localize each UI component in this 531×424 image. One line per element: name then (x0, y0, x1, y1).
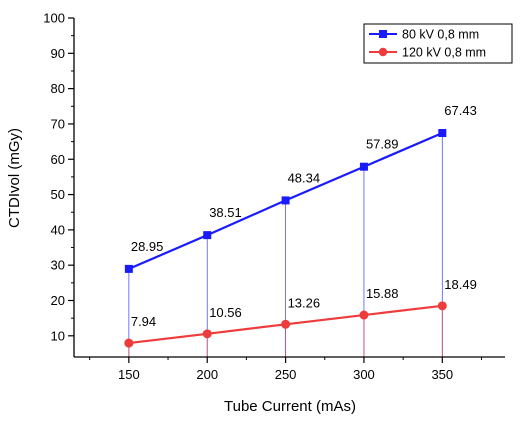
y-tick-label: 20 (51, 293, 65, 308)
data-label: 18.49 (444, 277, 477, 292)
y-tick-label: 90 (51, 46, 65, 61)
data-point-marker (437, 301, 447, 311)
y-tick-label: 40 (51, 222, 65, 237)
data-labels: 28.95 38.51 48.34 57.89 67.43 7.94 10.56 13.26 1… (131, 103, 477, 329)
data-point-marker (281, 319, 291, 329)
data-label: 38.51 (209, 205, 242, 220)
data-point-marker (203, 231, 212, 240)
legend-box (363, 23, 513, 64)
y-tick-label: 30 (51, 258, 65, 273)
series-layer (124, 129, 447, 348)
y-tick-label: 80 (51, 81, 65, 96)
x-tick-label: 150 (118, 367, 140, 382)
data-point-marker (124, 338, 134, 348)
x-tick-label: 250 (275, 367, 297, 382)
y-tick-label: 70 (51, 116, 65, 131)
data-point-marker (202, 329, 212, 339)
data-point-marker (438, 129, 447, 138)
legend: 80 kV 0,8 mm 120 kV 0,8 mm (363, 23, 513, 64)
x-axis-title: Tube Current (mAs) (224, 398, 356, 415)
y-tick-label: 60 (51, 152, 65, 167)
y-axis-title: CTDIvol (mGy) (6, 128, 23, 228)
data-label: 28.95 (131, 239, 164, 254)
data-label: 13.26 (288, 295, 321, 310)
legend-label: 120 kV 0,8 mm (402, 46, 486, 60)
data-label: 15.88 (366, 286, 399, 301)
data-label: 67.43 (444, 103, 477, 118)
data-point-marker (124, 264, 133, 273)
data-label: 48.34 (288, 170, 321, 185)
x-tick-label: 300 (353, 367, 375, 382)
y-tick-label: 10 (51, 328, 65, 343)
legend-swatch-marker (379, 30, 387, 38)
data-point-marker (359, 310, 369, 320)
x-tick-label: 200 (196, 367, 218, 382)
y-tick-label: 100 (43, 11, 65, 26)
legend-label: 80 kV 0,8 mm (402, 28, 479, 42)
data-label: 10.56 (209, 305, 242, 320)
y-tick-label: 50 (51, 187, 65, 202)
legend-swatch-marker (378, 47, 388, 57)
data-label: 57.89 (366, 137, 399, 152)
data-label: 7.94 (131, 314, 156, 329)
data-point-marker (359, 162, 368, 171)
axes: 10 20 30 40 50 60 70 80 90 100 150 200 250 300 350 (43, 11, 505, 382)
data-point-marker (281, 196, 290, 205)
x-tick-label: 350 (431, 367, 453, 382)
